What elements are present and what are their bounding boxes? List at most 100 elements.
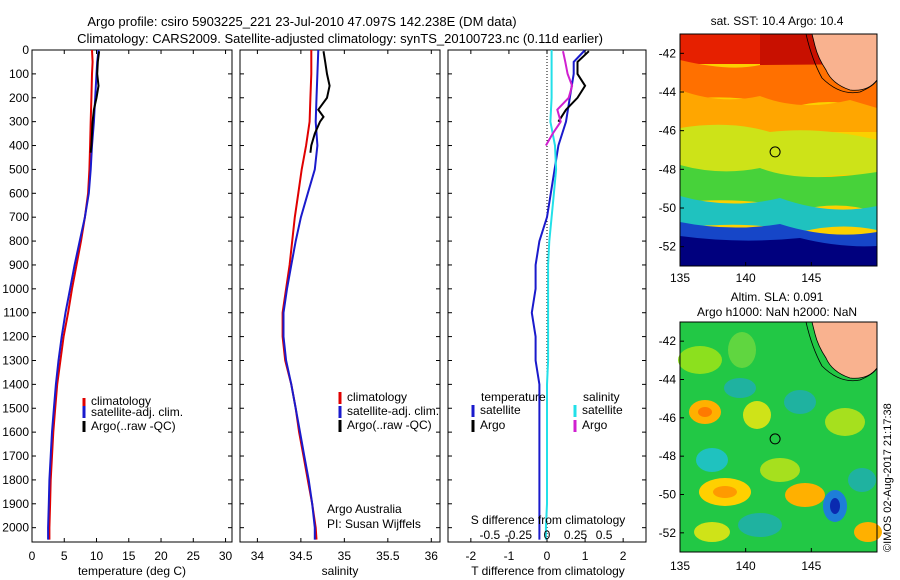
difference-s-tick-label: -0.25 bbox=[505, 528, 533, 542]
temperature-xtick-label: 0 bbox=[29, 549, 36, 563]
difference-series-salinity-argo bbox=[545, 50, 574, 146]
difference-xtick-label: -1 bbox=[504, 549, 515, 563]
sst-map-argo-marker bbox=[769, 146, 781, 158]
sla-map-ytick-label: -50 bbox=[659, 488, 677, 502]
depth-tick-label: 100 bbox=[9, 67, 29, 81]
salinity-legend-satellite: satellite-adj. clim. bbox=[347, 404, 439, 418]
sst-map-ytick-label: -46 bbox=[659, 124, 677, 138]
salinity-xtick-label: 34.5 bbox=[289, 549, 313, 563]
depth-tick-label: 1600 bbox=[2, 425, 29, 439]
sst-map-xtick-label: 140 bbox=[736, 271, 756, 285]
difference-s-tick-label: 0.5 bbox=[596, 528, 613, 542]
difference-legend-salinity-title: salinity bbox=[583, 390, 620, 404]
difference-panel: -2 -1 0 1 2 -0.5 -0.25 0 0.25 0.5 S difference f… bbox=[447, 49, 647, 578]
salinity-series-climatology bbox=[281, 50, 318, 540]
sla-map-panel: Altim. SLA: 0.091 Argo h1000: NaN h2000:… bbox=[659, 290, 882, 573]
difference-series-salinity-satellite bbox=[544, 50, 558, 540]
sla-map-ytick-label: -52 bbox=[659, 526, 677, 540]
sla-map-ytick-label: -46 bbox=[659, 411, 677, 425]
temperature-xtick-label: 25 bbox=[187, 549, 201, 563]
depth-tick-label: 1800 bbox=[2, 473, 29, 487]
difference-legend-t-argo: Argo bbox=[480, 418, 506, 432]
salinity-axes-frame bbox=[239, 49, 441, 543]
header-line-1: Argo profile: csiro 5903225_221 23-Jul-2… bbox=[87, 14, 516, 29]
depth-tick-label: 2000 bbox=[2, 521, 29, 535]
depth-tick-label: 400 bbox=[9, 139, 29, 153]
temperature-xtick-label: 10 bbox=[90, 549, 104, 563]
depth-tick-label: 200 bbox=[9, 91, 29, 105]
sla-map-frame bbox=[679, 321, 878, 553]
salinity-xlabel: salinity bbox=[322, 564, 359, 578]
sla-map-ytick-label: -44 bbox=[659, 373, 677, 387]
salinity-legend-climatology: climatology bbox=[347, 390, 407, 404]
depth-tick-label: 1900 bbox=[2, 497, 29, 511]
tasmania-contour bbox=[805, 33, 878, 94]
sla-map-ytick-label: -42 bbox=[659, 334, 677, 348]
temperature-legend: climatology satellite-adj. clim. Argo(..… bbox=[82, 394, 183, 433]
depth-tick-label: 1000 bbox=[2, 282, 29, 296]
temperature-xtick-label: 20 bbox=[154, 549, 168, 563]
sla-map-title: Altim. SLA: 0.091 bbox=[731, 290, 824, 304]
sst-map-xtick-label: 145 bbox=[801, 271, 821, 285]
salinity-legend: climatology satellite-adj. clim. Argo(..… bbox=[338, 390, 439, 432]
difference-xtick-label: 1 bbox=[582, 549, 589, 563]
depth-tick-label: 0 bbox=[22, 43, 29, 57]
sst-map-ytick-label: -44 bbox=[659, 85, 677, 99]
sla-map-xtick-label: 140 bbox=[736, 559, 756, 573]
temperature-legend-satellite: satellite-adj. clim. bbox=[91, 405, 183, 419]
depth-tick-label: 1700 bbox=[2, 449, 29, 463]
salinity-xtick-label: 34 bbox=[251, 549, 265, 563]
sla-map-argo-marker bbox=[769, 433, 781, 445]
difference-xtick-label: 2 bbox=[620, 549, 627, 563]
difference-legend: temperature salinity satellite Argo sate… bbox=[471, 390, 623, 432]
salinity-xtick-label: 35 bbox=[338, 549, 352, 563]
salinity-series-satellite-adj-clim- bbox=[282, 49, 320, 540]
salinity-xtick-label: 36 bbox=[425, 549, 439, 563]
difference-s-tick-label: 0 bbox=[544, 528, 551, 542]
temperature-series-climatology bbox=[48, 49, 94, 540]
difference-s-tick-label: -0.5 bbox=[480, 528, 501, 542]
sla-map-ytick-label: -48 bbox=[659, 449, 677, 463]
difference-series-temperature-argo bbox=[557, 50, 590, 123]
sla-heatmap bbox=[678, 321, 882, 552]
salinity-xtick-label: 35.5 bbox=[376, 549, 400, 563]
sst-map-ytick-label: -50 bbox=[659, 201, 677, 215]
sla-map-subtitle: Argo h1000: NaN h2000: NaN bbox=[697, 305, 857, 319]
salinity-annotation-line-2: PI: Susan Wijffels bbox=[327, 517, 421, 531]
depth-tick-label: 1100 bbox=[3, 306, 29, 320]
sla-map-xtick-label: 135 bbox=[670, 559, 690, 573]
sla-map-xtick-label: 145 bbox=[801, 559, 821, 573]
sst-map-ytick-label: -48 bbox=[659, 162, 677, 176]
sst-map-ytick-label: -42 bbox=[659, 46, 677, 60]
temperature-xtick-label: 30 bbox=[219, 549, 233, 563]
salinity-annotation-line-1: Argo Australia bbox=[327, 502, 402, 516]
difference-legend-temperature-title: temperature bbox=[481, 390, 546, 404]
salinity-series-argo-raw-qc- bbox=[309, 51, 331, 153]
depth-tick-label: 300 bbox=[9, 115, 29, 129]
difference-legend-s-argo: Argo bbox=[582, 418, 608, 432]
temperature-series-argo-raw-qc- bbox=[89, 51, 101, 153]
sst-heatmap bbox=[680, 33, 878, 266]
sst-map-panel: sat. SST: 10.4 Argo: 10.4 135 140 145 -42 -4… bbox=[659, 14, 878, 285]
temperature-xtick-label: 5 bbox=[61, 549, 68, 563]
header-line-2: Climatology: CARS2009. Satellite-adjuste… bbox=[77, 31, 603, 46]
depth-tick-label: 600 bbox=[9, 186, 29, 200]
temperature-axes-frame bbox=[31, 49, 233, 543]
difference-legend-s-satellite: satellite bbox=[582, 403, 623, 417]
difference-xtick-label: -2 bbox=[466, 549, 477, 563]
sst-map-xtick-label: 135 bbox=[670, 271, 690, 285]
difference-s-tick-label: 0.25 bbox=[564, 528, 588, 542]
sst-map-title: sat. SST: 10.4 Argo: 10.4 bbox=[711, 14, 844, 28]
depth-tick-label: 500 bbox=[9, 162, 29, 176]
depth-tick-label: 1500 bbox=[2, 401, 29, 415]
sst-map-frame bbox=[679, 33, 878, 267]
depth-tick-label: 700 bbox=[9, 210, 29, 224]
temperature-legend-climatology: climatology bbox=[91, 394, 151, 408]
tasmania-contour-sla bbox=[805, 321, 878, 382]
sst-map-ytick-label: -52 bbox=[659, 240, 677, 254]
temperature-panel: 0 5 10 15 20 25 300100200300400500600700800900… bbox=[2, 43, 232, 578]
depth-tick-label: 800 bbox=[9, 234, 29, 248]
difference-series-temperature-satellite bbox=[530, 49, 586, 540]
difference-s-xlabel: S difference from climatology bbox=[471, 513, 626, 527]
